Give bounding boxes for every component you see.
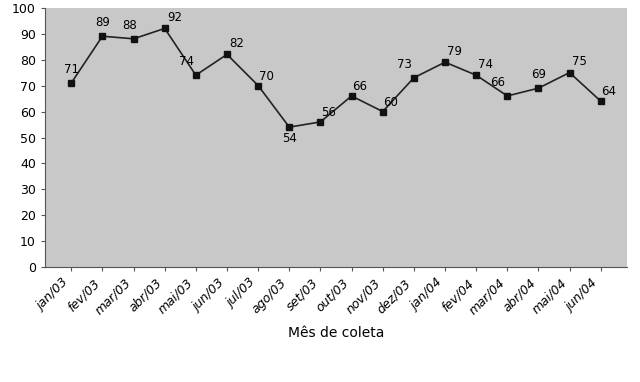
Text: 69: 69 xyxy=(531,68,546,81)
Text: 82: 82 xyxy=(229,37,244,50)
Text: 66: 66 xyxy=(353,80,367,93)
Text: 73: 73 xyxy=(397,58,412,71)
Text: 79: 79 xyxy=(447,45,462,58)
Text: 60: 60 xyxy=(383,96,399,109)
Text: 75: 75 xyxy=(572,55,587,68)
Text: 88: 88 xyxy=(122,19,137,32)
Text: 70: 70 xyxy=(259,70,274,83)
Text: 74: 74 xyxy=(478,58,493,71)
Text: 66: 66 xyxy=(490,76,505,89)
Text: 89: 89 xyxy=(95,16,110,29)
Text: 74: 74 xyxy=(179,55,194,68)
Text: 56: 56 xyxy=(321,106,336,119)
Text: 64: 64 xyxy=(602,85,616,99)
X-axis label: Mês de coleta: Mês de coleta xyxy=(288,326,384,340)
Text: 54: 54 xyxy=(282,132,297,145)
Text: 92: 92 xyxy=(167,11,182,24)
Text: 71: 71 xyxy=(64,63,79,76)
